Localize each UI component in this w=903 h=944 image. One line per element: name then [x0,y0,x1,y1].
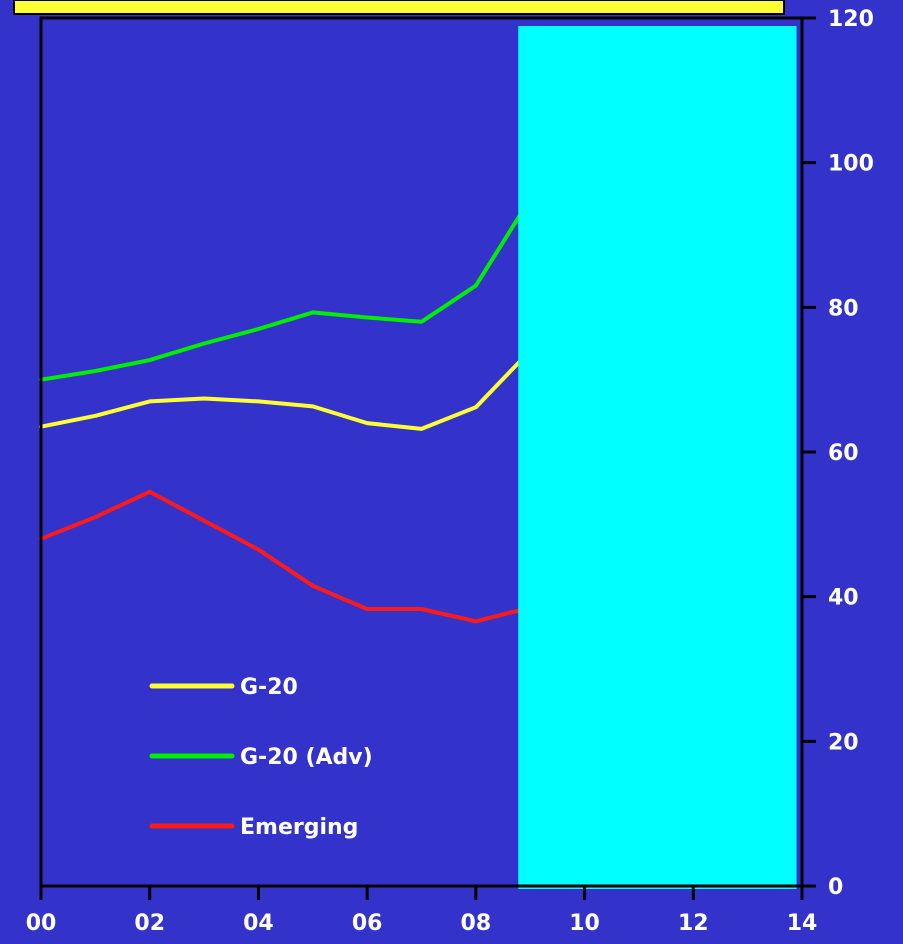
y-tick-label: 20 [828,730,859,755]
x-tick-label: 08 [461,911,492,936]
y-tick-label: 60 [828,441,859,466]
legend-label-g-20: G-20 [240,675,298,700]
y-tick-label: 0 [828,875,843,900]
x-tick-label: 10 [569,911,600,936]
y-tick-label: 40 [828,586,859,611]
x-tick-label: 02 [134,911,165,936]
x-tick-label: 14 [787,911,818,936]
legend: G-20 G-20 (Adv) Emerging [149,675,373,840]
occluding-block [518,26,797,889]
y-tick-label: 120 [828,7,874,32]
y-tick-label: 80 [828,296,859,321]
x-tick-label: 04 [243,911,274,936]
top-banner [13,0,785,15]
y-tick-label: 100 [828,152,874,177]
x-tick-label: 12 [678,911,709,936]
legend-label-g-20-adv: G-20 (Adv) [240,745,373,770]
legend-label-emerging: Emerging [240,815,358,840]
x-tick-label: 06 [352,911,383,936]
axes-layer: 0 20 40 60 80 100 120 00 02 04 06 08 10 12 14 [26,7,874,936]
x-tick-label: 00 [26,911,57,936]
occlusion-layer [518,26,797,889]
